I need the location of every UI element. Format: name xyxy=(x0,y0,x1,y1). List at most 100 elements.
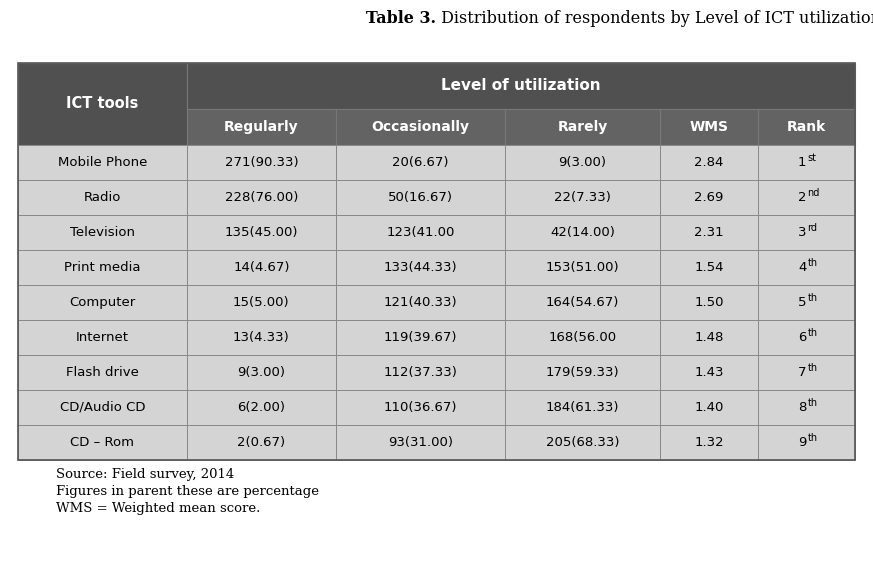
Bar xyxy=(758,320,855,355)
Bar xyxy=(18,250,187,285)
Text: Distribution of respondents by Level of ICT utilization: Distribution of respondents by Level of … xyxy=(436,10,873,27)
Text: 110(36.67): 110(36.67) xyxy=(383,401,457,414)
Text: 5: 5 xyxy=(798,296,807,309)
Bar xyxy=(505,285,660,320)
Text: 119(39.67): 119(39.67) xyxy=(383,331,457,344)
Text: CD/Audio CD: CD/Audio CD xyxy=(59,401,145,414)
Bar xyxy=(660,250,758,285)
Bar xyxy=(187,180,336,215)
Bar xyxy=(660,320,758,355)
Text: 1: 1 xyxy=(798,156,807,169)
Bar xyxy=(505,215,660,250)
Bar xyxy=(660,215,758,250)
Bar xyxy=(336,425,505,460)
Text: Mobile Phone: Mobile Phone xyxy=(58,156,147,169)
Text: Print media: Print media xyxy=(64,261,141,274)
Bar xyxy=(505,355,660,390)
Bar xyxy=(187,355,336,390)
Bar xyxy=(758,145,855,180)
Bar xyxy=(336,285,505,320)
Text: 205(68.33): 205(68.33) xyxy=(546,436,619,449)
Bar xyxy=(336,215,505,250)
Text: Flash drive: Flash drive xyxy=(65,366,139,379)
Bar xyxy=(18,425,187,460)
Text: 1.50: 1.50 xyxy=(694,296,724,309)
Text: 2(0.67): 2(0.67) xyxy=(237,436,285,449)
Text: 121(40.33): 121(40.33) xyxy=(383,296,457,309)
Bar xyxy=(505,180,660,215)
Text: 14(4.67): 14(4.67) xyxy=(233,261,290,274)
Text: Level of utilization: Level of utilization xyxy=(441,79,601,93)
Bar xyxy=(505,109,660,145)
Bar xyxy=(505,320,660,355)
Bar xyxy=(758,215,855,250)
Text: 112(37.33): 112(37.33) xyxy=(383,366,457,379)
Text: 1.54: 1.54 xyxy=(694,261,724,274)
Bar xyxy=(187,285,336,320)
Text: 42(14.00): 42(14.00) xyxy=(550,226,615,239)
Text: Occasionally: Occasionally xyxy=(371,120,470,134)
Bar xyxy=(187,145,336,180)
Text: th: th xyxy=(808,328,817,338)
Text: 123(41.00: 123(41.00 xyxy=(386,226,455,239)
Text: 153(51.00): 153(51.00) xyxy=(546,261,619,274)
Text: ICT tools: ICT tools xyxy=(66,96,139,112)
Text: 13(4.33): 13(4.33) xyxy=(233,331,290,344)
Text: 3: 3 xyxy=(798,226,807,239)
Text: Figures in parent these are percentage: Figures in parent these are percentage xyxy=(56,485,319,498)
Text: CD – Rom: CD – Rom xyxy=(71,436,134,449)
Bar xyxy=(187,390,336,425)
Text: 271(90.33): 271(90.33) xyxy=(224,156,298,169)
Text: Regularly: Regularly xyxy=(224,120,299,134)
Text: th: th xyxy=(808,258,817,268)
Text: 22(7.33): 22(7.33) xyxy=(554,191,611,204)
Bar xyxy=(758,109,855,145)
Bar xyxy=(18,285,187,320)
Bar xyxy=(187,425,336,460)
Text: Table 3.: Table 3. xyxy=(367,10,436,27)
Text: 2.69: 2.69 xyxy=(694,191,724,204)
Bar xyxy=(660,355,758,390)
Bar xyxy=(505,250,660,285)
Bar xyxy=(505,425,660,460)
Bar xyxy=(758,425,855,460)
Bar xyxy=(187,320,336,355)
Text: Radio: Radio xyxy=(84,191,121,204)
Text: 9: 9 xyxy=(798,436,807,449)
Bar xyxy=(336,180,505,215)
Text: 1.32: 1.32 xyxy=(694,436,724,449)
Text: 6(2.00): 6(2.00) xyxy=(237,401,285,414)
Bar xyxy=(758,180,855,215)
Text: 184(61.33): 184(61.33) xyxy=(546,401,619,414)
Text: 1.48: 1.48 xyxy=(694,331,724,344)
Text: 133(44.33): 133(44.33) xyxy=(383,261,457,274)
Bar xyxy=(18,320,187,355)
Text: Television: Television xyxy=(70,226,134,239)
Bar xyxy=(336,250,505,285)
Bar xyxy=(336,355,505,390)
Bar xyxy=(18,180,187,215)
Bar xyxy=(336,390,505,425)
Bar xyxy=(505,390,660,425)
Text: st: st xyxy=(808,153,816,163)
Text: 1.43: 1.43 xyxy=(694,366,724,379)
Bar xyxy=(758,285,855,320)
Text: WMS: WMS xyxy=(690,120,728,134)
Text: 228(76.00): 228(76.00) xyxy=(224,191,298,204)
Bar xyxy=(18,63,855,460)
Bar xyxy=(18,215,187,250)
Text: th: th xyxy=(808,433,817,443)
Text: 4: 4 xyxy=(798,261,807,274)
Text: 2.84: 2.84 xyxy=(694,156,724,169)
Text: Source: Field survey, 2014: Source: Field survey, 2014 xyxy=(56,468,234,481)
Text: 164(54.67): 164(54.67) xyxy=(546,296,619,309)
Text: 179(59.33): 179(59.33) xyxy=(546,366,619,379)
Text: WMS = Weighted mean score.: WMS = Weighted mean score. xyxy=(56,502,260,515)
Text: 2.31: 2.31 xyxy=(694,226,724,239)
Bar xyxy=(336,320,505,355)
Bar xyxy=(758,390,855,425)
Bar xyxy=(660,425,758,460)
Bar xyxy=(660,390,758,425)
Text: th: th xyxy=(808,363,817,373)
Bar xyxy=(187,109,336,145)
